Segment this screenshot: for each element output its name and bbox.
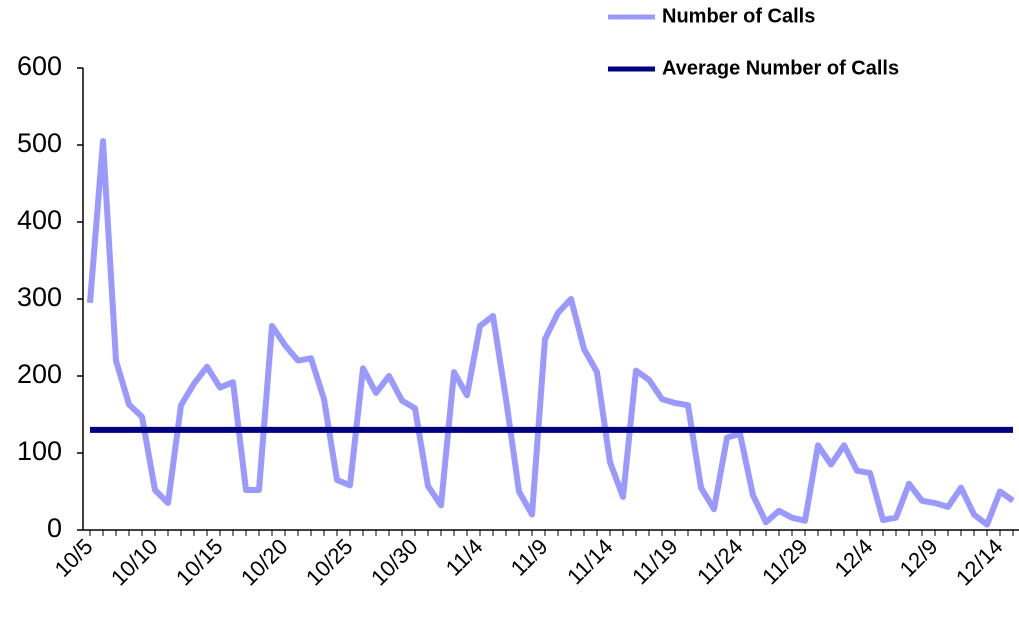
y-tick-label: 400 [17,205,62,235]
x-tick-label: 11/19 [627,534,682,589]
x-tick-label: 11/29 [757,534,812,589]
x-tick-label: 10/25 [301,534,358,591]
legend-label: Number of Calls [662,5,815,27]
y-tick-label: 100 [17,436,62,466]
x-tick-label: 12/4 [830,534,878,582]
x-tick-label: 11/9 [506,534,553,581]
y-tick-label: 200 [17,359,62,389]
x-tick-label: 10/15 [171,534,228,591]
y-tick-label: 600 [17,51,62,81]
legend-label: Average Number of Calls [662,57,899,79]
x-tick-label: 12/14 [951,534,1008,591]
x-tick-label: 10/30 [366,534,423,591]
x-tick-label: 11/14 [562,534,617,589]
y-tick-label: 0 [47,513,62,543]
x-tick-label: 12/9 [895,534,943,582]
x-tick-label: 11/4 [441,534,488,581]
x-tick-label: 10/10 [106,534,163,591]
x-tick-label: 10/20 [236,534,293,591]
y-tick-label: 300 [17,282,62,312]
x-tick-label: 11/24 [692,534,747,589]
y-tick-label: 500 [17,128,62,158]
series-line [87,138,1015,528]
